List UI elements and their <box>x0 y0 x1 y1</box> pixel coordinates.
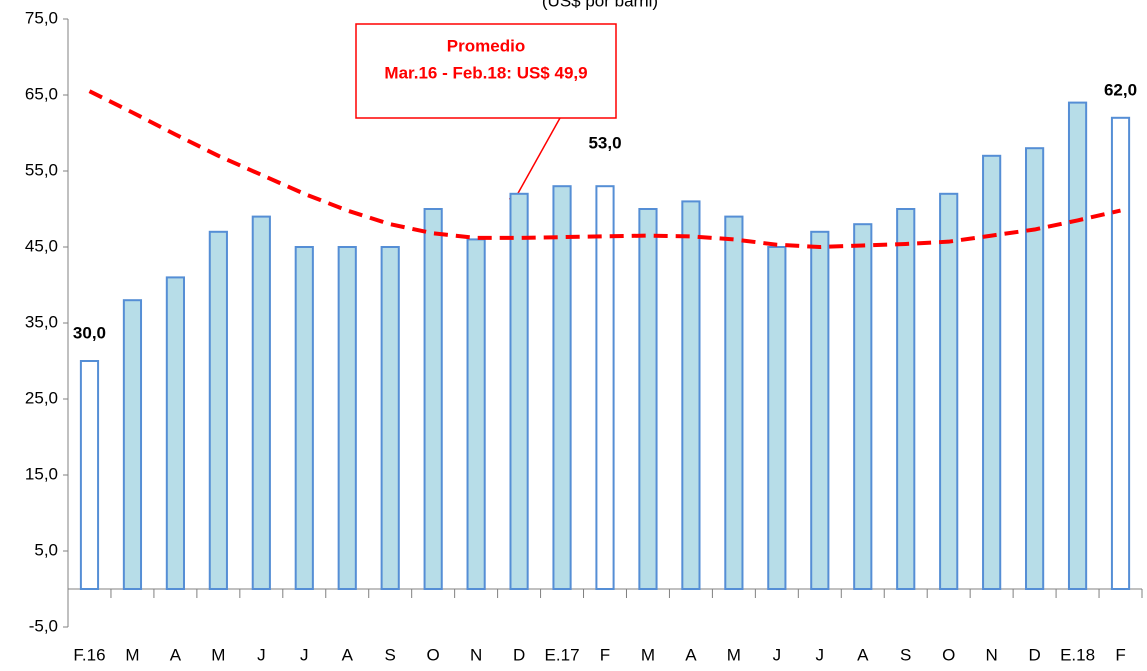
x-tick-label: F.16 <box>73 645 105 664</box>
x-tick-label: F <box>1115 645 1125 664</box>
y-tick-label: -5,0 <box>29 616 58 635</box>
y-tick-label: 35,0 <box>25 312 58 331</box>
chart-subtitle: (US$ por barril) <box>542 0 658 10</box>
bar <box>552 185 572 590</box>
x-tick-label: J <box>257 645 266 664</box>
x-tick-label: M <box>641 645 655 664</box>
bar <box>79 360 100 590</box>
x-tick-label: D <box>1028 645 1040 664</box>
y-tick-label: 45,0 <box>25 236 58 255</box>
x-tick-label: M <box>727 645 741 664</box>
bar <box>165 276 185 590</box>
annotation-text: Mar.16 - Feb.18: US$ 49,9 <box>384 63 587 82</box>
x-tick-label: J <box>300 645 309 664</box>
bar <box>638 208 658 590</box>
x-tick-label: N <box>985 645 997 664</box>
annotation-arrow <box>511 117 561 205</box>
x-tick-label: S <box>900 645 911 664</box>
bar <box>208 230 228 591</box>
y-tick-label: 15,0 <box>25 464 58 483</box>
bar <box>810 230 830 591</box>
x-tick-label: A <box>342 645 354 664</box>
bar <box>767 246 787 590</box>
bar <box>380 246 400 590</box>
x-tick-label: M <box>211 645 225 664</box>
annotation-text: Promedio <box>447 36 525 55</box>
y-tick-label: 65,0 <box>25 84 58 103</box>
y-tick-label: 25,0 <box>25 388 58 407</box>
x-tick-label: F <box>600 645 610 664</box>
bar <box>1110 116 1131 591</box>
x-tick-label: E.18 <box>1060 645 1095 664</box>
x-tick-label: N <box>470 645 482 664</box>
value-label: 30,0 <box>73 323 106 342</box>
x-tick-label: D <box>513 645 525 664</box>
y-tick-label: 5,0 <box>34 540 58 559</box>
bar <box>1067 101 1088 590</box>
x-tick-label: A <box>857 645 869 664</box>
x-tick-label: O <box>942 645 955 664</box>
x-tick-label: S <box>385 645 396 664</box>
annotation-box <box>355 23 617 119</box>
bar <box>853 223 873 590</box>
x-tick-label: A <box>170 645 182 664</box>
x-tick-label: J <box>773 645 782 664</box>
bar <box>423 208 443 590</box>
x-tick-label: J <box>816 645 825 664</box>
x-tick-label: O <box>427 645 440 664</box>
bar <box>724 215 744 590</box>
x-tick-label: E.17 <box>545 645 580 664</box>
bar <box>337 246 357 590</box>
value-label: 53,0 <box>588 134 621 153</box>
y-tick-label: 55,0 <box>25 160 58 179</box>
x-tick-label: A <box>685 645 697 664</box>
y-tick-label: 75,0 <box>25 8 58 27</box>
bar <box>982 154 1002 591</box>
bar <box>509 192 529 591</box>
bar <box>1025 147 1045 590</box>
bar <box>294 246 314 590</box>
x-tick-label: M <box>125 645 139 664</box>
bar <box>122 299 143 590</box>
trend-line <box>88 89 1121 249</box>
bar <box>939 192 959 591</box>
bar <box>681 200 701 590</box>
bar <box>896 208 916 590</box>
bar <box>251 215 271 590</box>
value-label: 62,0 <box>1104 80 1137 99</box>
bar <box>595 185 615 590</box>
bar <box>466 238 486 590</box>
